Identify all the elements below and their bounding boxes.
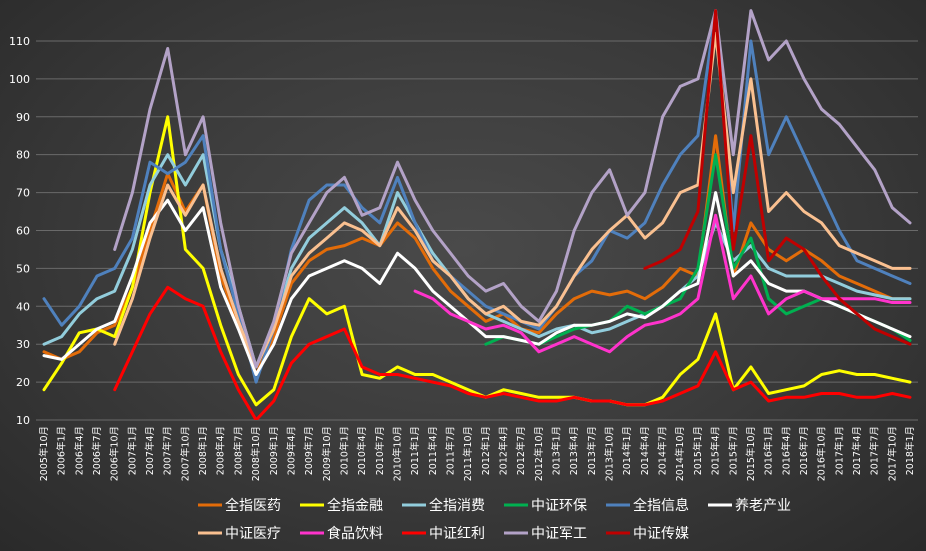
x-tick-label: 2015年4月	[710, 426, 722, 475]
x-tick-label: 2015年7月	[727, 426, 739, 475]
legend-item: 全指信息	[606, 497, 689, 514]
legend-label: 中证传媒	[633, 526, 689, 542]
series-line-2	[42, 115, 912, 407]
y-tick-label: 70	[16, 187, 30, 200]
legend-label: 全指信息	[633, 497, 689, 514]
series-line-6	[42, 191, 912, 376]
series-line-8	[413, 213, 912, 354]
x-tick-label: 2007年10月	[179, 426, 191, 481]
legend-item: 中证医疗	[198, 526, 281, 542]
series-line-5	[42, 9, 912, 384]
x-tick-label: 2016年10月	[816, 426, 828, 481]
x-tick-label: 2017年7月	[869, 426, 881, 475]
series-line-7	[113, 31, 912, 369]
y-tick-label: 100	[9, 73, 30, 86]
y-tick-label: 60	[16, 224, 30, 237]
x-tick-label: 2008年4月	[215, 426, 227, 475]
x-tick-label: 2008年10月	[250, 426, 262, 481]
x-tick-label: 2014年10月	[674, 426, 686, 481]
x-tick-label: 2013年10月	[604, 426, 616, 481]
x-tick-label: 2012年10月	[533, 426, 545, 481]
x-tick-label: 2012年7月	[515, 426, 527, 475]
legend-label: 中证医疗	[225, 526, 281, 542]
legend-label: 全指金融	[327, 497, 383, 514]
legend-item: 全指医药	[198, 497, 281, 514]
x-tick-label: 2006年10月	[109, 426, 121, 481]
x-tick-label: 2017年4月	[851, 426, 863, 475]
x-tick-label: 2006年4月	[73, 426, 85, 475]
y-tick-label: 80	[16, 149, 30, 162]
x-tick-label: 2013年7月	[586, 426, 598, 475]
x-tick-label: 2005年10月	[38, 426, 50, 481]
y-tick-label: 30	[16, 338, 30, 351]
legend-label: 全指医药	[225, 497, 281, 514]
x-tick-label: 2016年7月	[798, 426, 810, 475]
x-tick-label: 2016年1月	[763, 426, 775, 475]
x-tick-label: 2009年4月	[285, 426, 297, 475]
x-tick-label: 2011年10月	[462, 426, 474, 481]
x-tick-label: 2012年1月	[480, 426, 492, 475]
x-tick-label: 2016年4月	[780, 426, 792, 475]
legend-label: 中证环保	[531, 498, 587, 514]
x-tick-label: 2013年1月	[551, 426, 563, 475]
x-tick-label: 2018年1月	[904, 426, 916, 475]
x-tick-label: 2007年4月	[144, 426, 156, 475]
x-tick-label: 2007年7月	[162, 426, 174, 475]
x-tick-label: 2009年10月	[321, 426, 333, 481]
x-tick-label: 2011年7月	[444, 426, 456, 475]
x-tick-label: 2007年1月	[126, 426, 138, 475]
y-tick-label: 10	[16, 414, 30, 427]
legend-item: 中证环保	[504, 498, 587, 514]
x-tick-label: 2013年4月	[568, 426, 580, 475]
legend-label: 中证红利	[429, 526, 485, 542]
x-tick-label: 2010年4月	[356, 426, 368, 475]
x-tick-label: 2015年1月	[692, 426, 704, 475]
x-tick-label: 2017年1月	[833, 426, 845, 475]
x-tick-label: 2008年1月	[197, 426, 209, 475]
x-tick-label: 2008年7月	[232, 426, 244, 475]
legend-label: 养老产业	[735, 498, 791, 514]
x-tick-label: 2012年4月	[498, 426, 510, 475]
legend-label: 全指消费	[429, 497, 485, 514]
x-tick-label: 2006年1月	[56, 426, 68, 475]
series-line-10	[113, 9, 912, 369]
x-tick-label: 2011年1月	[409, 426, 421, 475]
legend-label: 食品饮料	[327, 525, 383, 542]
x-tick-label: 2006年7月	[91, 426, 103, 475]
x-tick-label: 2009年7月	[303, 426, 315, 475]
series-line-9	[113, 285, 912, 420]
x-tick-label: 2017年10月	[886, 426, 898, 481]
x-tick-label: 2014年1月	[621, 426, 633, 475]
x-tick-label: 2009年1月	[268, 426, 280, 475]
x-tick-label: 2010年1月	[338, 426, 350, 475]
x-tick-label: 2010年7月	[374, 426, 386, 475]
y-tick-label: 50	[16, 262, 30, 275]
legend-item: 中证传媒	[606, 526, 689, 542]
legend-item: 全指金融	[300, 497, 383, 514]
legend-item: 中证红利	[402, 526, 485, 542]
legend-item: 养老产业	[708, 498, 791, 514]
x-tick-label: 2014年7月	[657, 426, 669, 475]
x-tick-label: 2015年10月	[745, 426, 757, 481]
x-tick-label: 2010年10月	[391, 426, 403, 481]
series-line-11	[643, 9, 912, 346]
legend-item: 食品饮料	[300, 525, 383, 542]
y-tick-label: 90	[16, 111, 30, 124]
legend-item: 中证军工	[504, 526, 587, 542]
legend-label: 中证军工	[531, 526, 587, 542]
y-tick-label: 110	[9, 35, 30, 48]
legend-item: 全指消费	[402, 497, 485, 514]
y-tick-label: 40	[16, 300, 30, 313]
series-group	[42, 9, 912, 420]
x-tick-label: 2011年4月	[427, 426, 439, 475]
y-tick-label: 20	[16, 376, 30, 389]
x-tick-label: 2014年4月	[639, 426, 651, 475]
